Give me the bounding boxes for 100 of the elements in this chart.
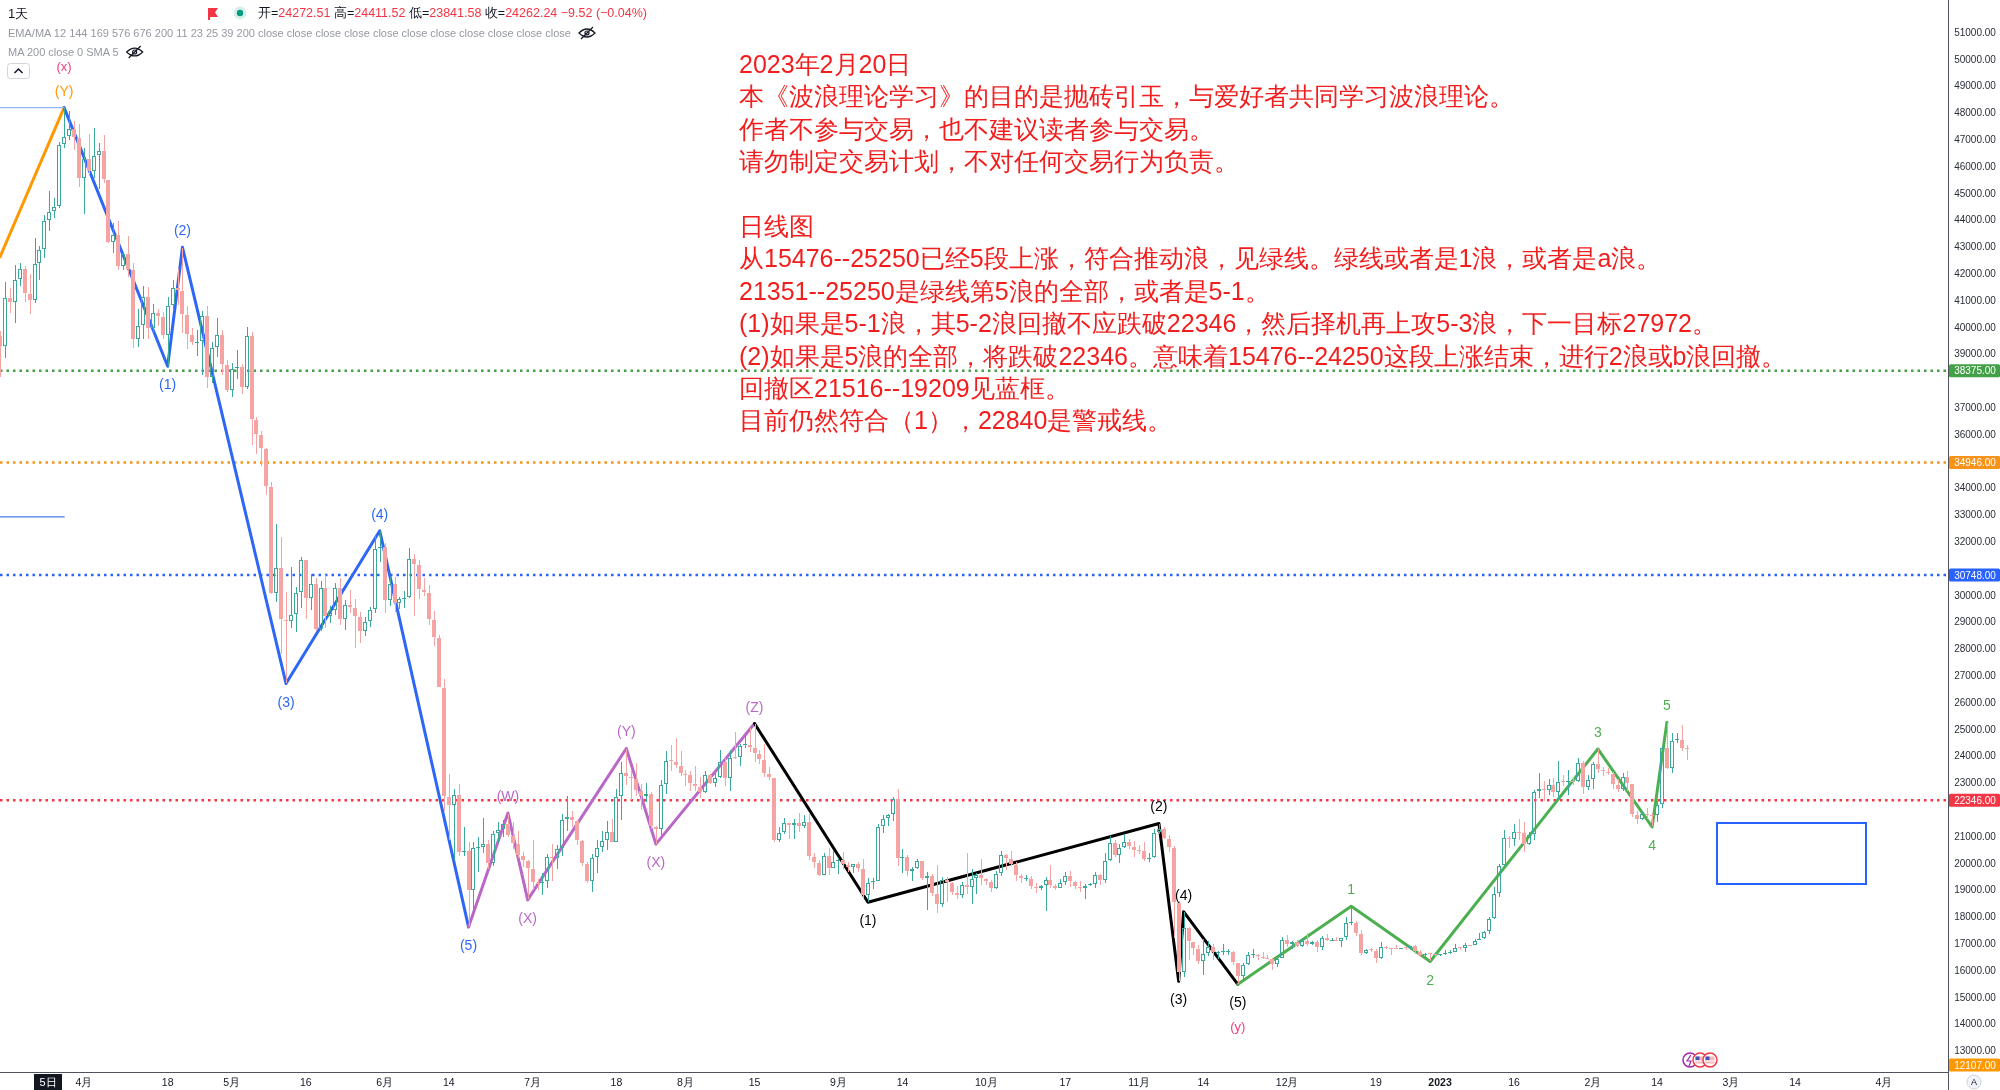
x-tick-label: 10月 (974, 1076, 998, 1088)
candlestick (23, 266, 27, 302)
x-tick-label: 14 (442, 1076, 455, 1088)
candlestick (1048, 865, 1052, 888)
candlestick (817, 860, 821, 876)
annotation: (Z) (745, 698, 764, 715)
candlestick (1004, 854, 1008, 870)
y-tick-label: 42000.00 (1954, 268, 1997, 280)
candlestick (1034, 883, 1038, 893)
candlestick (1029, 876, 1033, 889)
y-tick-label: 16000.00 (1954, 964, 1997, 976)
candlestick (1162, 827, 1166, 839)
candlestick (674, 738, 678, 768)
candlestick (634, 763, 638, 796)
candlestick (432, 611, 436, 646)
candlestick (1359, 930, 1363, 955)
candlestick (1083, 884, 1087, 899)
y-tick-label: 41000.00 (1954, 294, 1997, 306)
annotation: (3) (277, 693, 295, 710)
annotation: (4) (1175, 886, 1193, 903)
annotation: MA 200 close 0 SMA 5 (8, 46, 119, 58)
candlestick (585, 862, 589, 883)
candlestick (1522, 822, 1526, 852)
candlestick (1019, 874, 1023, 883)
annotation: 5 (1663, 697, 1671, 714)
annotation: (y) (1230, 1018, 1246, 1034)
candlestick (1167, 835, 1171, 852)
y-tick-label: 27000.00 (1954, 670, 1997, 682)
candlestick (1507, 836, 1511, 848)
candlestick (1433, 954, 1437, 957)
candlestick (1542, 781, 1546, 801)
candlestick (240, 364, 244, 394)
ref-line-label: 34946.00 (1954, 457, 1997, 469)
candlestick (195, 330, 199, 356)
y-tick-label: 15000.00 (1954, 991, 1997, 1003)
candlestick (427, 585, 431, 625)
x-tick-label: 7月 (524, 1076, 542, 1088)
candlestick (279, 537, 283, 654)
candlestick (767, 767, 771, 780)
candlestick (1261, 952, 1265, 959)
candlestick (930, 874, 934, 896)
candlestick (486, 840, 490, 869)
candlestick (1625, 771, 1629, 791)
candlestick (797, 813, 801, 832)
x-tick-label: 2月 (1584, 1076, 1602, 1088)
annotation: 2 (1426, 971, 1435, 988)
candlestick (570, 811, 574, 827)
candlestick (1137, 845, 1141, 854)
candlestick (1068, 871, 1072, 887)
candlestick (338, 578, 342, 625)
candlestick (269, 482, 273, 594)
candlestick (314, 578, 318, 631)
y-tick-label: 34000.00 (1954, 482, 1997, 494)
candlestick (1408, 946, 1412, 949)
y-tick-label: 17000.00 (1954, 938, 1997, 950)
y-tick-label: 24000.00 (1954, 750, 1997, 762)
candlestick (910, 867, 914, 881)
candlestick (1581, 761, 1585, 794)
candlestick (812, 853, 816, 868)
candlestick (743, 733, 747, 748)
candlestick (1009, 851, 1013, 866)
y-tick-label: 46000.00 (1954, 160, 1997, 172)
candlestick (753, 724, 757, 762)
x-tick-label: 2023 (1428, 1076, 1452, 1088)
annotation: 4 (1648, 836, 1657, 853)
candlestick (1270, 958, 1274, 970)
candlestick (1295, 940, 1299, 947)
candlestick (629, 771, 633, 800)
candlestick (772, 778, 776, 842)
annotation: EMA/MA 12 144 169 576 676 200 11 23 25 39 200 close close close close close close close close close close close (8, 27, 571, 39)
x-tick-label: 14 (1197, 1076, 1210, 1088)
candlestick (1098, 874, 1102, 885)
candlestick (1680, 725, 1684, 751)
annotation: (1) (159, 376, 177, 393)
x-tick-label: 19 (1370, 1076, 1382, 1088)
y-tick-label: 20000.00 (1954, 857, 1997, 869)
candlestick (861, 859, 865, 898)
candlestick (935, 865, 939, 913)
x-tick-label: 9月 (829, 1076, 847, 1088)
candlestick (639, 784, 643, 810)
candlestick (1418, 950, 1422, 957)
candlestick (792, 819, 796, 839)
candlestick (72, 121, 76, 150)
candlestick (1231, 951, 1235, 965)
annotation: (5) (459, 936, 478, 953)
candlestick (989, 880, 993, 892)
candlestick (264, 448, 268, 495)
x-tick-label: 15 (748, 1076, 761, 1088)
candlestick (1561, 775, 1565, 786)
y-tick-label: 39000.00 (1954, 348, 1997, 360)
candlestick (836, 858, 840, 874)
ref-line-label: 30748.00 (1954, 569, 1997, 581)
y-tick-label: 18000.00 (1954, 911, 1997, 923)
candlestick (1645, 808, 1649, 819)
candlestick (8, 288, 12, 313)
candlestick (1127, 839, 1131, 849)
candlestick (467, 842, 471, 926)
candlestick (1606, 768, 1610, 775)
candlestick (905, 855, 909, 876)
candlestick (550, 844, 554, 881)
